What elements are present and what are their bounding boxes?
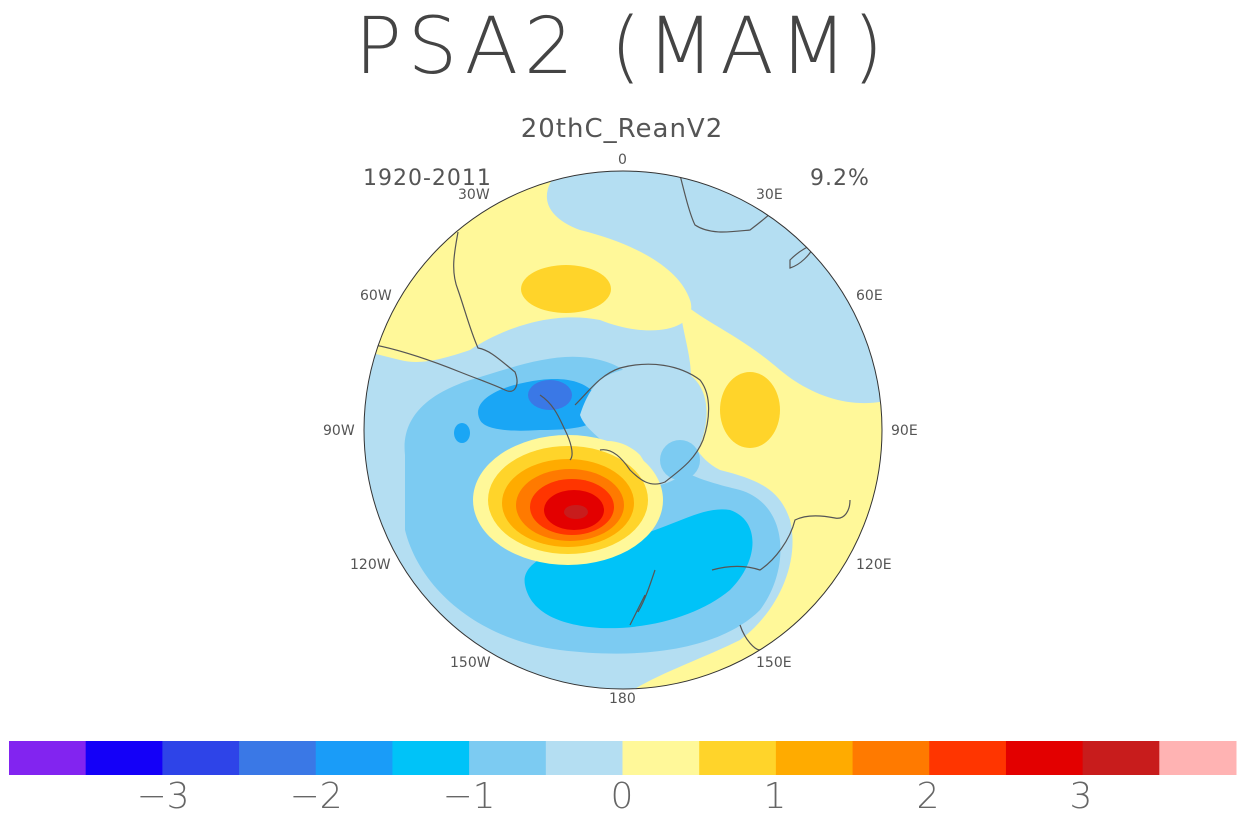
map-field: [364, 171, 882, 689]
period-label: 1920-2011: [363, 166, 492, 191]
lon-label-150e: 150E: [756, 655, 792, 671]
chart-subtitle: 20thC_ReanV2: [520, 114, 724, 144]
lon-label-180: 180: [609, 691, 636, 707]
lon-label-90e: 90E: [891, 423, 918, 439]
variance-explained-label: 9.2%: [810, 166, 870, 191]
colorbar-swatch: [775, 741, 854, 775]
lon-label-150w: 150W: [450, 655, 491, 671]
contour-negative-core: [528, 380, 572, 410]
colorbar-tick-label: −1: [442, 776, 496, 817]
coast-antarctic-peninsula: [539, 363, 710, 485]
contour-positive-indian: [720, 372, 780, 448]
colorbar-swatch: [469, 741, 547, 775]
lon-label-60w: 60W: [360, 288, 392, 304]
colorbar-swatch: [315, 741, 393, 775]
colorbar-swatch: [1005, 741, 1084, 775]
contour-negative-east-antarctica: [660, 440, 700, 480]
lon-label-60e: 60E: [856, 288, 883, 304]
lon-label-90w: 90W: [323, 423, 355, 439]
lon-label-0: 0: [618, 152, 627, 168]
colorbar-swatch: [852, 741, 930, 775]
colorbar-swatch: [622, 741, 700, 775]
contour-negative-spot: [454, 423, 470, 443]
colorbar-tick-label: 3: [1069, 776, 1093, 817]
colorbar-swatch: [85, 741, 163, 775]
lon-label-30w: 30W: [458, 187, 490, 203]
lon-label-120w: 120W: [350, 557, 391, 573]
colorbar-tick-label: 1: [763, 776, 787, 817]
colorbar-swatch: [1082, 741, 1160, 775]
colorbar-tick-label: −3: [136, 776, 190, 817]
coast-tasmania: [739, 624, 761, 651]
colorbar-swatch: [392, 741, 470, 775]
colorbar-swatch: [162, 741, 240, 775]
colorbar-swatch: [9, 741, 87, 775]
colorbar-swatch: [1159, 741, 1237, 775]
chart-title: PSA2 (MAM): [354, 2, 890, 92]
colorbar-swatch: [545, 741, 623, 775]
coast-new-zealand: [629, 569, 656, 626]
colorbar-tick-label: −2: [289, 776, 343, 817]
colorbar-swatch: [239, 741, 317, 775]
lon-label-30e: 30E: [756, 187, 783, 203]
colorbar-tick-label: 2: [916, 776, 940, 817]
lon-label-120e: 120E: [856, 557, 892, 573]
colorbar-tick-label: 0: [610, 776, 634, 817]
coast-australia: [711, 499, 851, 571]
colorbar-swatch: [699, 741, 777, 775]
contour-negative-tasman: [524, 509, 753, 629]
contour-positive-core: [564, 505, 588, 519]
coast-south-america: [374, 231, 518, 392]
colorbar-swatch: [929, 741, 1007, 775]
coastlines: [374, 174, 851, 651]
map-boundary: [363, 170, 883, 690]
contour-positive-atlantic: [521, 265, 611, 313]
